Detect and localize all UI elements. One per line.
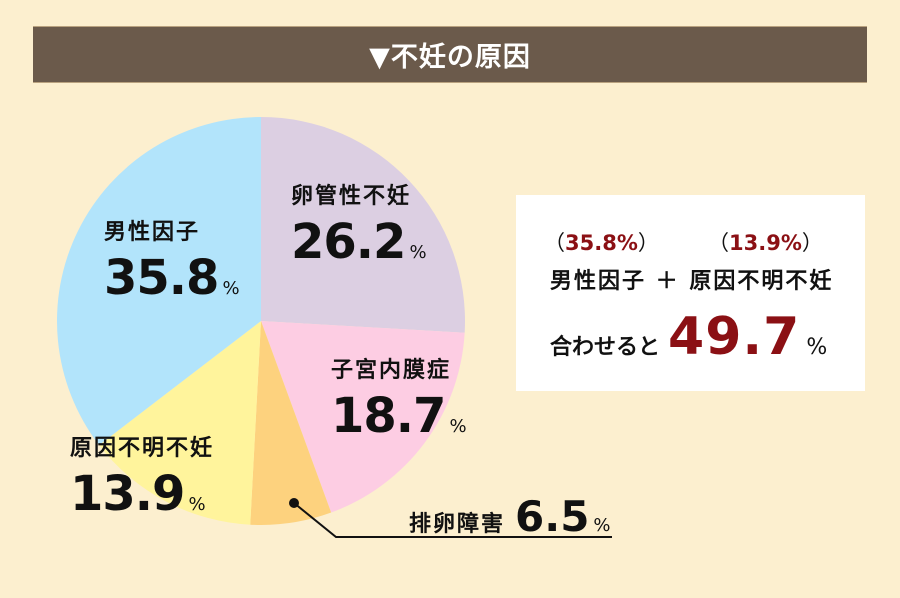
title-bar: ▼不妊の原因 [33,26,867,83]
pie-slice [250,321,332,525]
summary-total-unit: % [806,335,828,360]
label-unexplained-name: 原因不明不妊 [70,436,215,461]
summary-total-row: 合わせると 49.7 % [550,307,827,367]
summary-unexplained-percent: （13.9%） [708,231,823,255]
pie-slice [261,321,465,513]
label-ovulation-value: 6.5 [515,492,590,541]
pie-slice [99,321,261,525]
label-ovulation-name: 排卵障害 [409,512,506,537]
summary-male-percent: （35.8%） [544,231,659,255]
summary-lead: 合わせると [550,335,661,360]
label-endometriosis-name: 子宮内膜症 [331,358,452,383]
callout-line [293,502,612,538]
label-male-value: 35.8% [104,250,240,306]
label-tubal-value: 26.2% [291,214,427,270]
summary-total: 49.7 [668,307,801,367]
label-endometriosis-value: 18.7% [331,388,467,444]
label-ovulation: 排卵障害 6.5 % [409,496,611,538]
summary-box: （35.8%） （13.9%） 男性因子 ＋ 原因不明不妊 合わせると 49.7… [516,195,865,391]
label-tubal: 卵管性不妊 26.2% [291,178,427,270]
pie-slice [261,117,465,333]
label-unexplained: 原因不明不妊 13.9% [70,430,214,518]
label-tubal-name: 卵管性不妊 [291,184,412,209]
summary-formula: 男性因子 ＋ 原因不明不妊 [550,269,834,294]
chart-title: ▼不妊の原因 [369,42,531,73]
label-male-name: 男性因子 [104,220,201,245]
label-male: 男性因子 35.8% [104,214,240,306]
label-endometriosis: 子宮内膜症 18.7% [331,352,467,444]
pie-slice [57,117,262,446]
label-unexplained-value: 13.9% [70,466,206,522]
label-ovulation-unit: % [593,515,611,536]
